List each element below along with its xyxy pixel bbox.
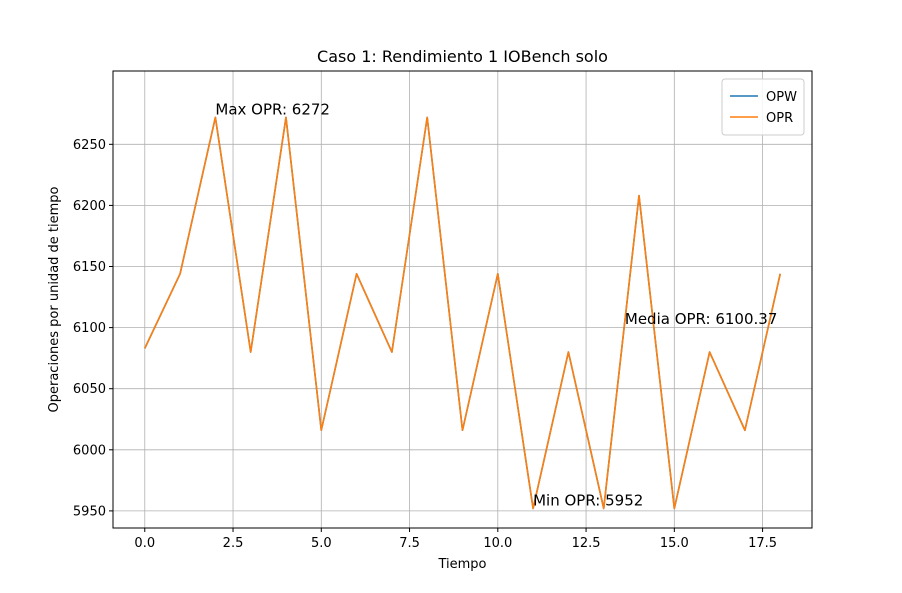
- annotations: Max OPR: 6272 Min OPR: 5952 Media OPR: 610…: [215, 100, 777, 509]
- legend-label: OPR: [766, 111, 793, 126]
- legend-label: OPW: [766, 90, 797, 105]
- x-tick-label: 7.5: [399, 536, 420, 551]
- x-tick-label: 5.0: [311, 536, 332, 551]
- series-line-opr: [144, 116, 782, 510]
- x-axis-ticks: 0.0 2.5 5.0 7.5 10.0 12.5 15.0 17.5: [134, 528, 777, 551]
- y-tick-label: 6150: [73, 260, 106, 275]
- y-tick-label: 6100: [73, 321, 106, 336]
- y-tick-label: 6000: [73, 443, 106, 458]
- x-tick-label: 2.5: [223, 536, 244, 551]
- annotation-text: Max OPR: 6272: [215, 100, 330, 118]
- series-lines: [144, 116, 782, 510]
- chart-title: Caso 1: Rendimiento 1 IOBench solo: [317, 47, 608, 66]
- annotation-text: Min OPR: 5952: [533, 491, 643, 509]
- y-tick-label: 6050: [73, 382, 106, 397]
- y-tick-label: 6200: [73, 199, 106, 214]
- legend-box: [721, 78, 805, 136]
- y-axis-ticks: 5950 6000 6050 6100 6150 6200 6250: [73, 138, 113, 519]
- plot-frame: [112, 70, 813, 529]
- x-tick-label: 17.5: [748, 536, 777, 551]
- legend: OPW OPR: [721, 78, 805, 136]
- x-tick-label: 12.5: [572, 536, 601, 551]
- y-tick-label: 6250: [73, 138, 106, 153]
- y-tick-label: 5950: [73, 504, 106, 519]
- y-axis-label: Operaciones por unidad de tiempo: [47, 186, 62, 412]
- annotation-text: Media OPR: 6100.37: [625, 310, 777, 328]
- grid-lines: [113, 71, 812, 528]
- x-tick-label: 0.0: [134, 536, 155, 551]
- x-tick-label: 15.0: [660, 536, 689, 551]
- x-axis-label: Tiempo: [437, 557, 486, 572]
- x-tick-label: 10.0: [483, 536, 512, 551]
